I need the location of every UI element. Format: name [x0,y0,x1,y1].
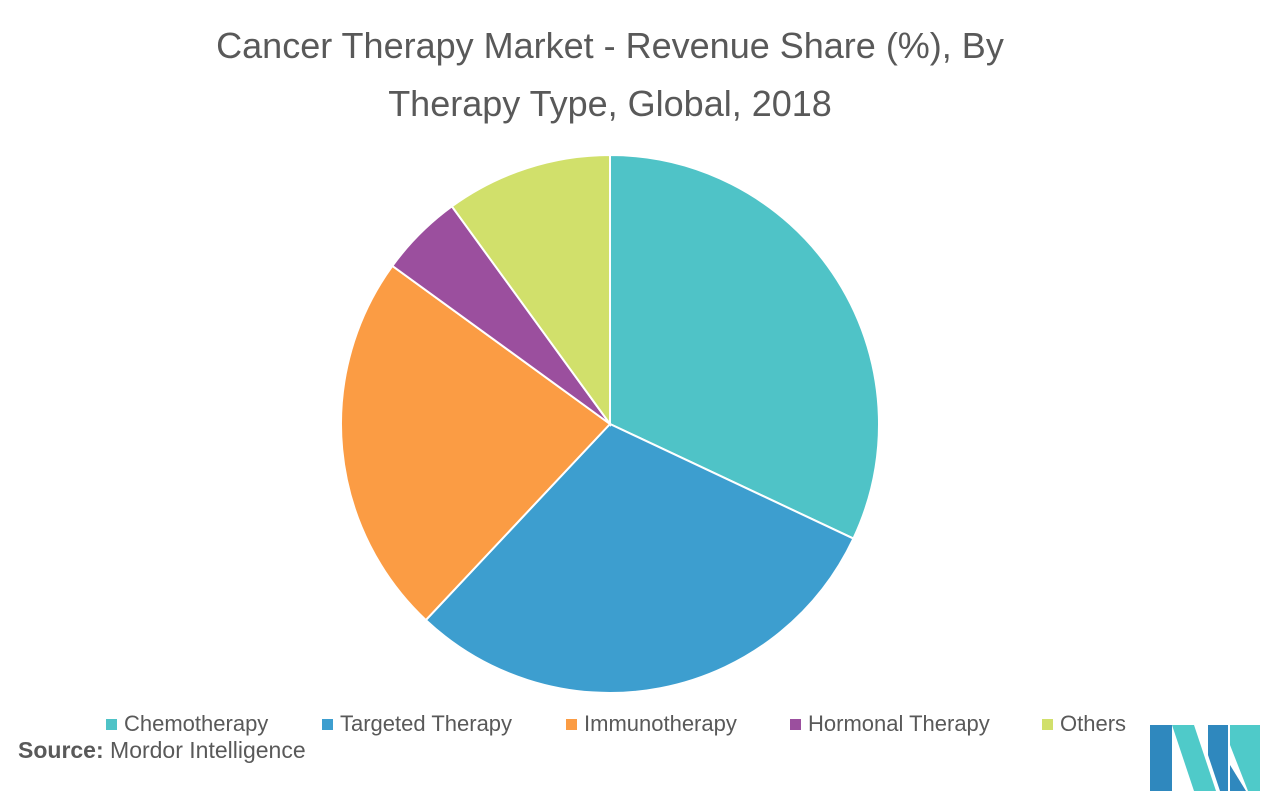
legend-swatch [790,718,801,730]
legend-item-immunotherapy: Immunotherapy [566,711,737,737]
source-text: Mordor Intelligence [110,737,306,763]
source-note: Source: Mordor Intelligence [18,737,306,764]
pie-slice-chemotherapy [609,153,880,540]
logo-shape [1150,765,1172,791]
legend-item-chemotherapy: Chemotherapy [106,711,268,737]
legend-item-others: Others [1042,711,1126,737]
mordor-intelligence-logo-icon [1150,725,1260,791]
chart-title-line-1: Cancer Therapy Market - Revenue Share (%… [216,25,1004,66]
pie-slice-targeted-therapy [424,422,855,694]
chart-title-line-2: Therapy Type, Global, 2018 [388,83,832,124]
legend-label: Others [1060,711,1127,736]
chart-legend: Chemotherapy Targeted Therapy Immunother… [0,711,1261,737]
legend-swatch [106,718,117,730]
legend-swatch [1042,718,1053,730]
logo-shape [1230,765,1246,791]
pie-chart [340,153,880,694]
legend-swatch [322,718,333,730]
pie-slice-others [450,153,611,428]
legend-item-hormonal-therapy: Hormonal Therapy [790,711,990,737]
legend-label: Chemotherapy [124,711,269,736]
legend-label: Hormonal Therapy [808,711,990,736]
pie-slice-immunotherapy [340,264,612,622]
logo-shape [1172,725,1216,791]
legend-label: Immunotherapy [584,711,737,736]
logo-shape [1208,725,1228,791]
legend-item-targeted-therapy: Targeted Therapy [322,711,512,737]
legend-label: Targeted Therapy [340,711,513,736]
logo-shape [1230,725,1260,791]
legend-swatch [566,718,577,730]
source-label: Source: [18,737,104,763]
